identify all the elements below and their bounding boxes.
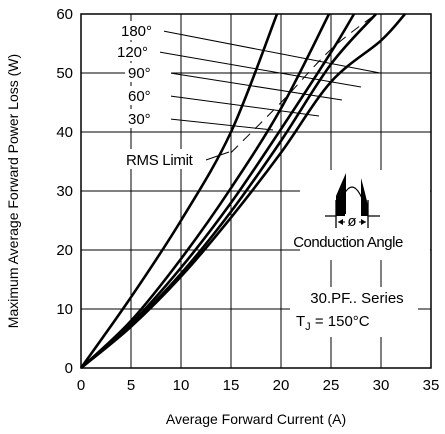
x-tick-label: 5 — [127, 377, 135, 394]
series-label: 30° — [128, 111, 151, 128]
series-leader-line — [169, 72, 343, 101]
x-tick-label: 30 — [373, 377, 390, 394]
series-leader-line — [169, 95, 320, 117]
rms-limit-label: RMS Limit — [126, 152, 194, 169]
series-leader-line — [162, 30, 381, 74]
y-tick-label: 0 — [65, 360, 73, 377]
junction-temp-label: TJ = 150°C — [296, 313, 370, 333]
conduction-angle-icon: ø Conduction Angle — [293, 170, 430, 260]
y-tick-label: 60 — [56, 6, 73, 23]
x-tick-label: 35 — [423, 377, 440, 394]
x-tick-label: 25 — [323, 377, 340, 394]
y-tick-label: 40 — [56, 124, 73, 141]
series-line — [80, 13, 356, 369]
series-labels: 180° 120° 90° 60° 30° — [114, 21, 171, 128]
series-line — [80, 13, 331, 369]
series-name-label: 30.PF.. Series — [310, 290, 403, 307]
series-leader-line — [158, 51, 362, 88]
series-label-bg — [125, 86, 171, 105]
plot-frame — [80, 13, 432, 369]
rms-limit-line — [230, 13, 377, 154]
x-tick-label: 20 — [273, 377, 290, 394]
y-tick-label: 50 — [56, 65, 73, 82]
x-tick-label: 15 — [223, 377, 240, 394]
series-label: 180° — [121, 23, 152, 40]
series-line — [79, 13, 279, 369]
conduction-angle-label: Conduction Angle — [293, 234, 403, 251]
phi-label: ø — [347, 213, 356, 230]
series-label-bg — [114, 42, 160, 61]
y-axis-title: Maximum Average Forward Power Loss (W) — [5, 54, 21, 328]
curves — [79, 13, 406, 370]
rms-limit-leader — [205, 151, 230, 161]
y-tick-label: 20 — [56, 242, 73, 259]
y-tick-label: 30 — [56, 183, 73, 200]
series-label-bg — [125, 109, 171, 128]
y-tick-label: 10 — [56, 301, 73, 318]
tick-labels: 0 5 10 15 20 25 30 35 0 10 20 30 40 50 60 — [56, 6, 439, 394]
label-leaders — [158, 30, 381, 131]
x-tick-label: 0 — [77, 377, 85, 394]
series-label-bg — [118, 21, 164, 40]
x-tick-label: 10 — [173, 377, 190, 394]
series-label-bg — [125, 63, 171, 82]
series-label: 90° — [128, 65, 151, 82]
series-leader-line — [169, 118, 274, 131]
series-label: 60° — [128, 88, 151, 105]
x-axis-title: Average Forward Current (A) — [166, 411, 346, 427]
series-label: 120° — [117, 44, 148, 61]
